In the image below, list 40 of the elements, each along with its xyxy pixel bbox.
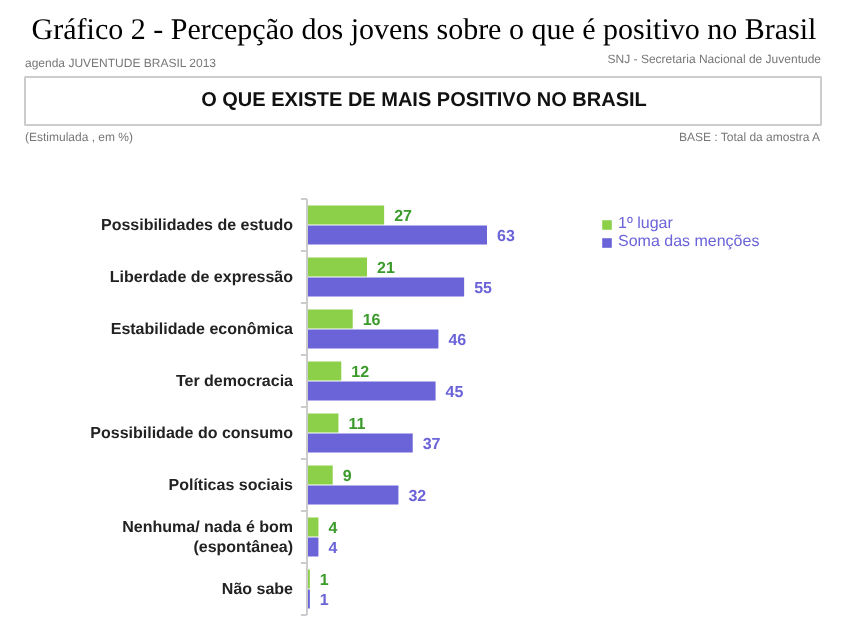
y-tick-label: Não sabe [221, 580, 295, 598]
data-label: 32 [408, 487, 428, 505]
bar [307, 309, 353, 329]
y-tick-label: Liberdade de expressão [109, 268, 294, 286]
data-label: 63 [497, 227, 516, 245]
bar [307, 485, 399, 505]
bar [307, 381, 436, 401]
y-tick-label: Ter democracia [175, 372, 295, 390]
y-tick-label: Estabilidade econômica [110, 320, 295, 338]
bar [307, 361, 342, 381]
data-label: 1 [319, 571, 330, 589]
chart-title: O QUE EXISTE DE MAIS POSITIVO NO BRASIL [201, 90, 647, 112]
bar [307, 225, 487, 245]
data-label: 9 [342, 467, 353, 485]
data-label: 46 [448, 331, 468, 349]
legend-label: 1º lugar [618, 214, 673, 232]
bar [307, 329, 439, 349]
y-tick-label: Possibilidades de estudo [100, 216, 294, 234]
bar [307, 277, 465, 297]
data-label: 16 [362, 311, 382, 329]
bar [307, 413, 339, 433]
text: Gráfico 2 - Percepção dos jovens sobre o que é positivo no Brasil [31, 15, 817, 47]
data-label: 45 [445, 383, 465, 401]
y-tick-label: Políticas sociais [168, 476, 295, 494]
data-label: 4 [328, 539, 339, 557]
bar [307, 465, 333, 485]
data-label: 11 [348, 415, 367, 433]
data-label: 55 [474, 279, 494, 297]
data-label: 37 [422, 435, 442, 453]
y-tick-label: Nenhuma/ nada é bom (espontânea) [122, 518, 294, 556]
data-label: 12 [351, 363, 371, 381]
y-tick-label: Possibilidade do consumo [90, 424, 294, 442]
bar [307, 257, 367, 277]
data-label: 27 [394, 207, 414, 225]
data-label: 21 [377, 259, 396, 277]
data-label: 1 [319, 591, 330, 609]
data-label: 4 [328, 519, 339, 537]
legend-label: Soma das menções [618, 232, 760, 250]
bar [307, 433, 413, 453]
bar [307, 205, 385, 225]
